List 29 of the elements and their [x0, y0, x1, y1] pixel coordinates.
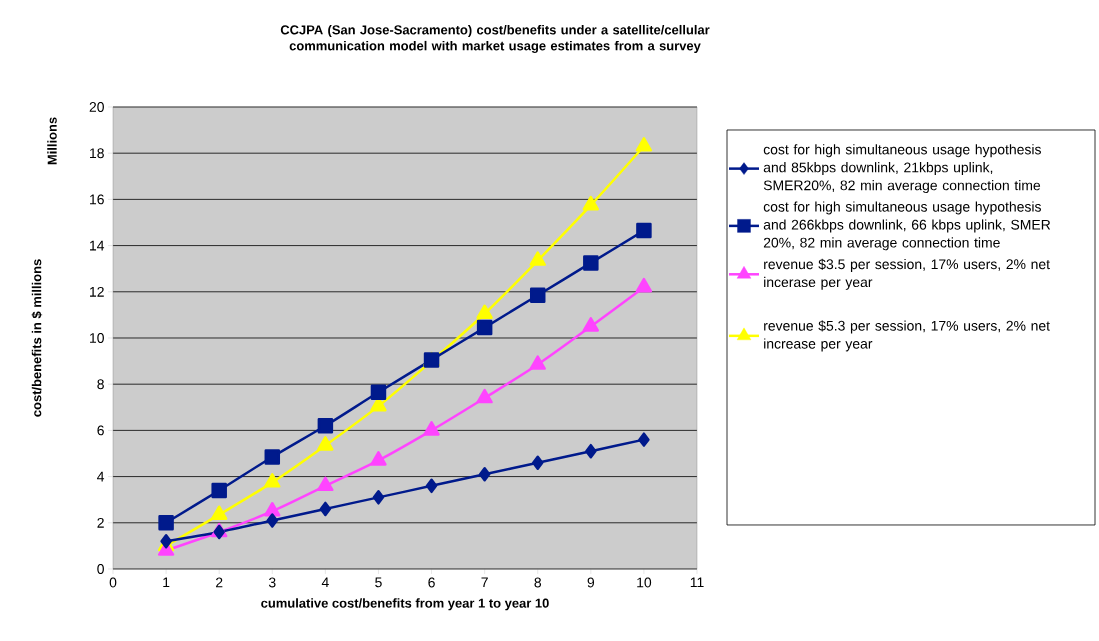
y-tick-label: 12 — [90, 286, 104, 297]
x-tick-label: 9 — [587, 577, 595, 588]
x-tick-label: 8 — [534, 577, 542, 588]
x-tick-label: 4 — [321, 577, 329, 588]
chart-title: CCJPA (San Jose-Sacramento) cost/benefits under a satellite/cellular communication model with market usage estimates from a survey — [280, 24, 710, 54]
y-axis-title: cost/benefits in $ millions — [31, 259, 43, 417]
x-tick-label: 0 — [109, 577, 117, 588]
x-tick-label: 6 — [428, 577, 435, 588]
x-tick-label: 7 — [481, 577, 488, 588]
y-tick-label: 10 — [90, 333, 104, 343]
x-tick-label: 10 — [637, 577, 652, 588]
y-tick-label: 6 — [97, 425, 104, 436]
y-tick-label: 20 — [89, 102, 104, 112]
y-tick-label: 2 — [97, 517, 104, 528]
legend-label: revenue $5.3 per session, 17% users, 2% net increase per year — [764, 320, 1050, 352]
y-tick-label: 14 — [90, 240, 105, 251]
legend-label: revenue $3.5 per session, 17% users, 2% net incerase per year — [764, 258, 1050, 290]
x-tick-label: 5 — [375, 577, 382, 588]
y-tick-label: 18 — [90, 148, 104, 159]
y-tick-label: 4 — [97, 471, 105, 482]
y-tick-label: 0 — [97, 564, 104, 574]
x-axis-title: cumulative cost/benefits from year 1 to year 10 — [261, 598, 549, 611]
x-tick-label: 1 — [163, 577, 170, 588]
text: Millions — [47, 117, 57, 165]
y-tick-label: 8 — [97, 379, 104, 390]
y-tick-label: 16 — [90, 194, 104, 205]
x-tick-label: 2 — [216, 577, 223, 588]
x-tick-label: 3 — [268, 577, 276, 588]
x-tick-label: 11 — [690, 577, 704, 588]
